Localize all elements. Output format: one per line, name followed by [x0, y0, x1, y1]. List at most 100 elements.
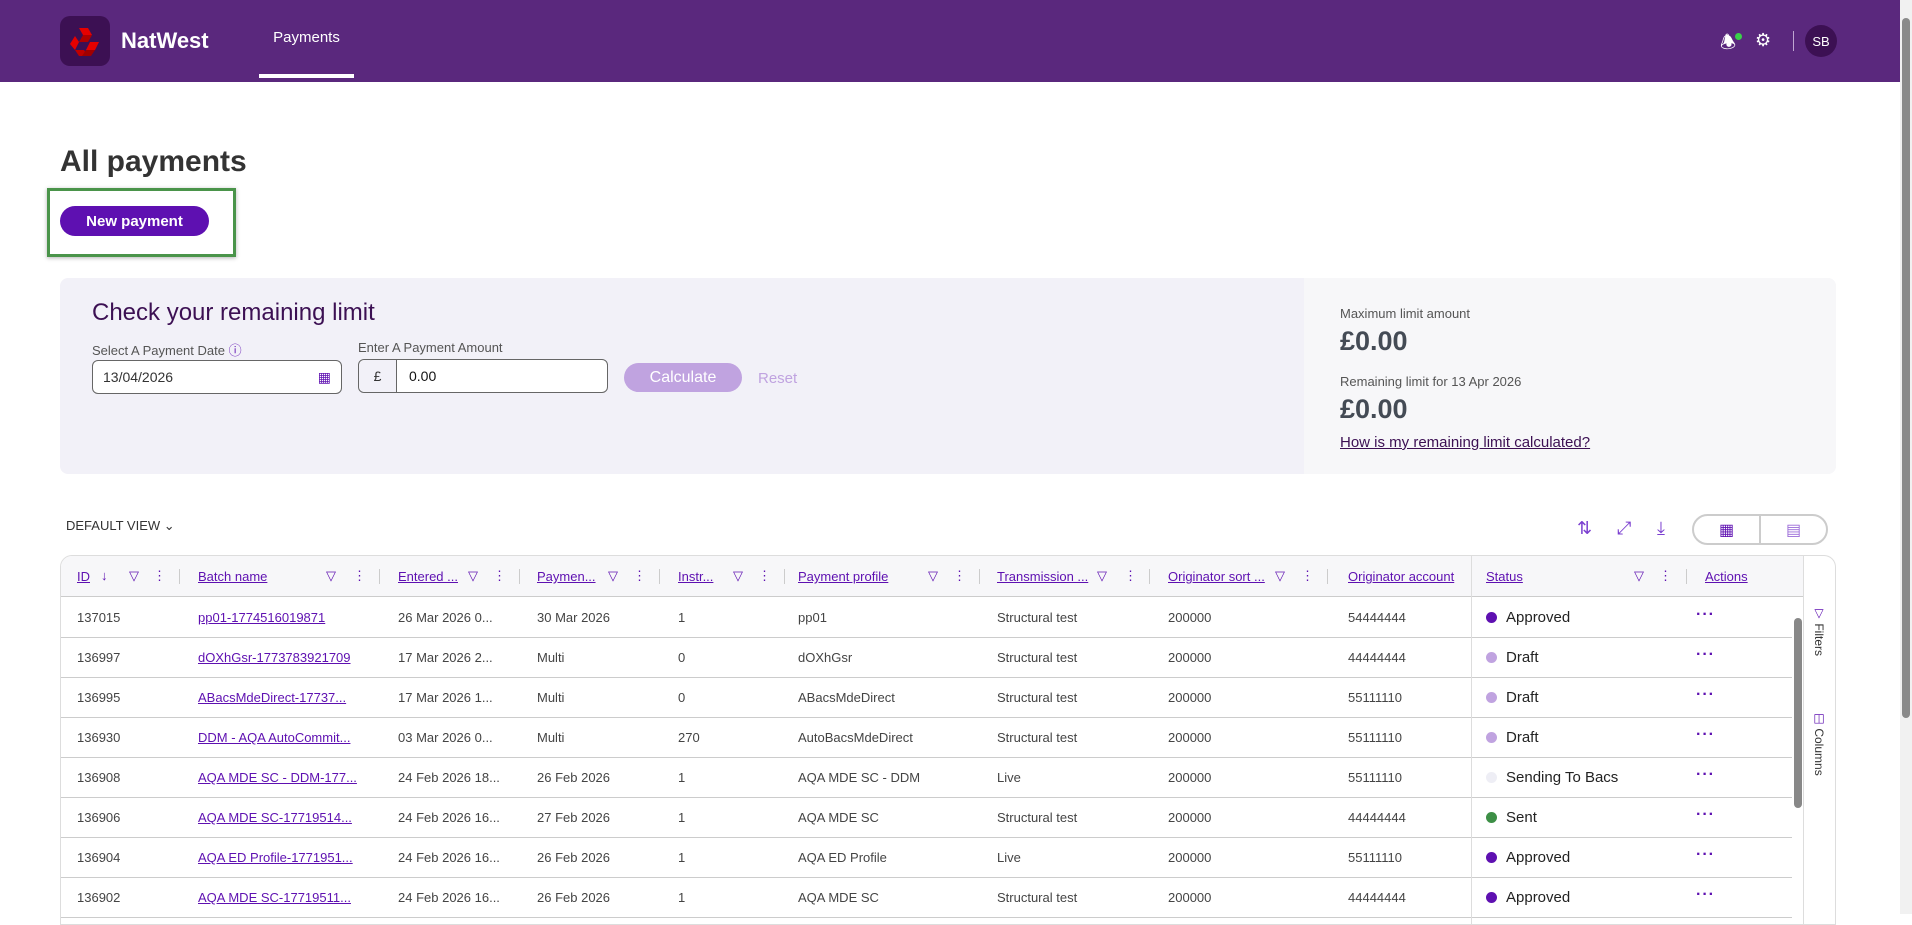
limit-help-link[interactable]: How is my remaining limit calculated? [1340, 434, 1591, 451]
cell-batch[interactable]: DDM - AQA AutoCommit... [198, 730, 351, 745]
col-batch-name[interactable]: Batch name [198, 569, 268, 584]
row-actions-button[interactable]: ··· [1696, 646, 1715, 663]
more-vert-icon[interactable]: ⋮ [493, 568, 506, 583]
row-actions-button[interactable]: ··· [1696, 806, 1715, 823]
more-vert-icon[interactable]: ⋮ [353, 568, 366, 583]
cell-profile: AQA ED Profile [798, 850, 887, 865]
reset-button[interactable]: Reset [758, 370, 798, 387]
view-toggle[interactable]: ▦ ▤ [1692, 514, 1828, 545]
table-row[interactable]: 136908 AQA MDE SC - DDM-177... 24 Feb 2026… [61, 758, 1792, 798]
avatar[interactable]: SB [1805, 25, 1837, 57]
sort-down-icon[interactable]: ↓ [101, 568, 108, 583]
cell-transmission: Structural test [997, 890, 1078, 905]
columns-panel-button[interactable]: ◫ Columns [1812, 711, 1826, 776]
col-status[interactable]: Status [1486, 569, 1523, 584]
filter-icon[interactable]: ▽ [1275, 568, 1285, 583]
cell-account: 55111110 [1348, 850, 1402, 865]
cell-batch[interactable]: ABacsMdeDirect-17737... [198, 690, 347, 705]
col-actions[interactable]: Actions [1705, 569, 1748, 584]
cell-sort: 200000 [1168, 730, 1212, 745]
status-dot [1486, 732, 1497, 743]
filters-panel-button[interactable]: ▽ Filters [1812, 606, 1826, 656]
filter-icon[interactable]: ▽ [733, 568, 743, 583]
col-transmission[interactable]: Transmission ... [997, 569, 1089, 584]
columns-icon: ◫ [1812, 711, 1826, 725]
col-originator-account[interactable]: Originator account [1348, 569, 1455, 584]
natwest-logo[interactable] [60, 16, 110, 66]
view-selector[interactable]: DEFAULT VIEW ⌄ [66, 518, 175, 534]
sort-icon[interactable]: ⇅ [1577, 518, 1593, 538]
status-dot [1486, 772, 1497, 783]
col-payment-profile[interactable]: Payment profile [798, 569, 889, 584]
col-instructions[interactable]: Instr... [678, 569, 714, 584]
payments-table: ID ↓ ▽ ⋮ Batch name ▽ ⋮ Entered ... ▽ ⋮ Pay… [60, 555, 1804, 925]
new-payment-button[interactable]: New payment [60, 206, 209, 236]
cell-entered: 26 Mar 2026 0... [398, 610, 493, 625]
nav-tab-payments[interactable]: Payments [259, 0, 354, 78]
cell-batch[interactable]: AQA MDE SC-17719511... [198, 890, 351, 905]
calendar-icon[interactable]: ▦ [317, 368, 331, 385]
cell-id: 136902 [77, 890, 121, 905]
cell-batch[interactable]: AQA MDE SC - DDM-177... [198, 770, 357, 785]
more-vert-icon[interactable]: ⋮ [153, 568, 166, 583]
col-payment-date[interactable]: Paymen... [537, 569, 596, 584]
table-row[interactable]: 136997 dOXhGsr-1773783921709 17 Mar 2026 2… [61, 638, 1792, 678]
table-row[interactable]: 136906 AQA MDE SC-17719514... 24 Feb 2026 … [61, 798, 1792, 838]
expand-icon[interactable]: ⤢ [1617, 518, 1632, 538]
download-icon[interactable]: ⤓ [1657, 518, 1665, 538]
cell-batch[interactable]: AQA MDE SC-17719514... [198, 810, 352, 825]
col-entered[interactable]: Entered ... [398, 569, 458, 584]
status-text: Sending To Bacs [1506, 769, 1619, 786]
gear-icon[interactable]: ⚙ [1755, 30, 1772, 50]
filter-icon[interactable]: ▽ [608, 568, 618, 583]
cell-account: 55111110 [1348, 690, 1402, 705]
cell-id: 136904 [77, 850, 121, 865]
table-row[interactable]: 137015 pp01-1774516019871 26 Mar 2026 0...… [61, 598, 1792, 638]
cell-batch[interactable]: pp01-1774516019871 [198, 610, 326, 625]
more-vert-icon[interactable]: ⋮ [758, 568, 771, 583]
currency-prefix: £ [359, 360, 397, 392]
page-scrollbar[interactable] [1900, 0, 1912, 914]
more-vert-icon[interactable]: ⋮ [633, 568, 646, 583]
cell-instr: 1 [678, 810, 686, 825]
table-scrollbar[interactable] [1793, 598, 1803, 924]
row-actions-button[interactable]: ··· [1696, 686, 1715, 703]
more-vert-icon[interactable]: ⋮ [1659, 568, 1672, 583]
more-vert-icon[interactable]: ⋮ [1124, 568, 1137, 583]
payment-date-input[interactable]: 13/04/2026 ▦ [92, 360, 342, 394]
col-id[interactable]: ID [77, 569, 90, 584]
view-label: DEFAULT VIEW [66, 518, 161, 533]
status-dot [1486, 892, 1497, 903]
row-actions-button[interactable]: ··· [1696, 886, 1715, 903]
filter-icon[interactable]: ▽ [1097, 568, 1107, 583]
info-icon[interactable]: ⓘ [228, 343, 242, 358]
more-vert-icon[interactable]: ⋮ [953, 568, 966, 583]
cell-payment: 26 Feb 2026 [537, 850, 611, 865]
row-actions-button[interactable]: ··· [1696, 766, 1715, 783]
payment-amount-input[interactable]: £0.00 [358, 359, 608, 393]
filter-icon[interactable]: ▽ [928, 568, 938, 583]
table-row[interactable]: 136995 ABacsMdeDirect-17737... 17 Mar 2026… [61, 678, 1792, 718]
cell-id: 136995 [77, 690, 121, 705]
row-actions-button[interactable]: ··· [1696, 606, 1715, 623]
cell-instr: 0 [678, 650, 686, 665]
filter-icon[interactable]: ▽ [129, 568, 139, 583]
row-actions-button[interactable]: ··· [1696, 726, 1715, 743]
cell-batch[interactable]: dOXhGsr-1773783921709 [198, 650, 351, 665]
row-actions-button[interactable]: ··· [1696, 846, 1715, 863]
col-originator-sort[interactable]: Originator sort ... [1168, 569, 1265, 584]
filter-icon[interactable]: ▽ [468, 568, 478, 583]
cell-id: 136930 [77, 730, 121, 745]
table-row[interactable]: 136904 AQA ED Profile-1771951... 24 Feb 20… [61, 838, 1792, 878]
grid-view-icon[interactable]: ▦ [1694, 516, 1761, 543]
filter-icon[interactable]: ▽ [1634, 568, 1644, 583]
more-vert-icon[interactable]: ⋮ [1301, 568, 1314, 583]
table-row[interactable]: 136930 DDM - AQA AutoCommit... 03 Mar 2026… [61, 718, 1792, 758]
cell-batch[interactable]: AQA ED Profile-1771951... [198, 850, 353, 865]
calculate-button[interactable]: Calculate [624, 363, 742, 392]
bell-icon[interactable]: 🕭 [1720, 32, 1737, 52]
cell-entered: 03 Mar 2026 0... [398, 730, 493, 745]
list-view-icon[interactable]: ▤ [1785, 521, 1802, 539]
filter-icon[interactable]: ▽ [326, 568, 336, 583]
table-row[interactable]: 136902 AQA MDE SC-17719511... 24 Feb 2026 … [61, 878, 1792, 918]
